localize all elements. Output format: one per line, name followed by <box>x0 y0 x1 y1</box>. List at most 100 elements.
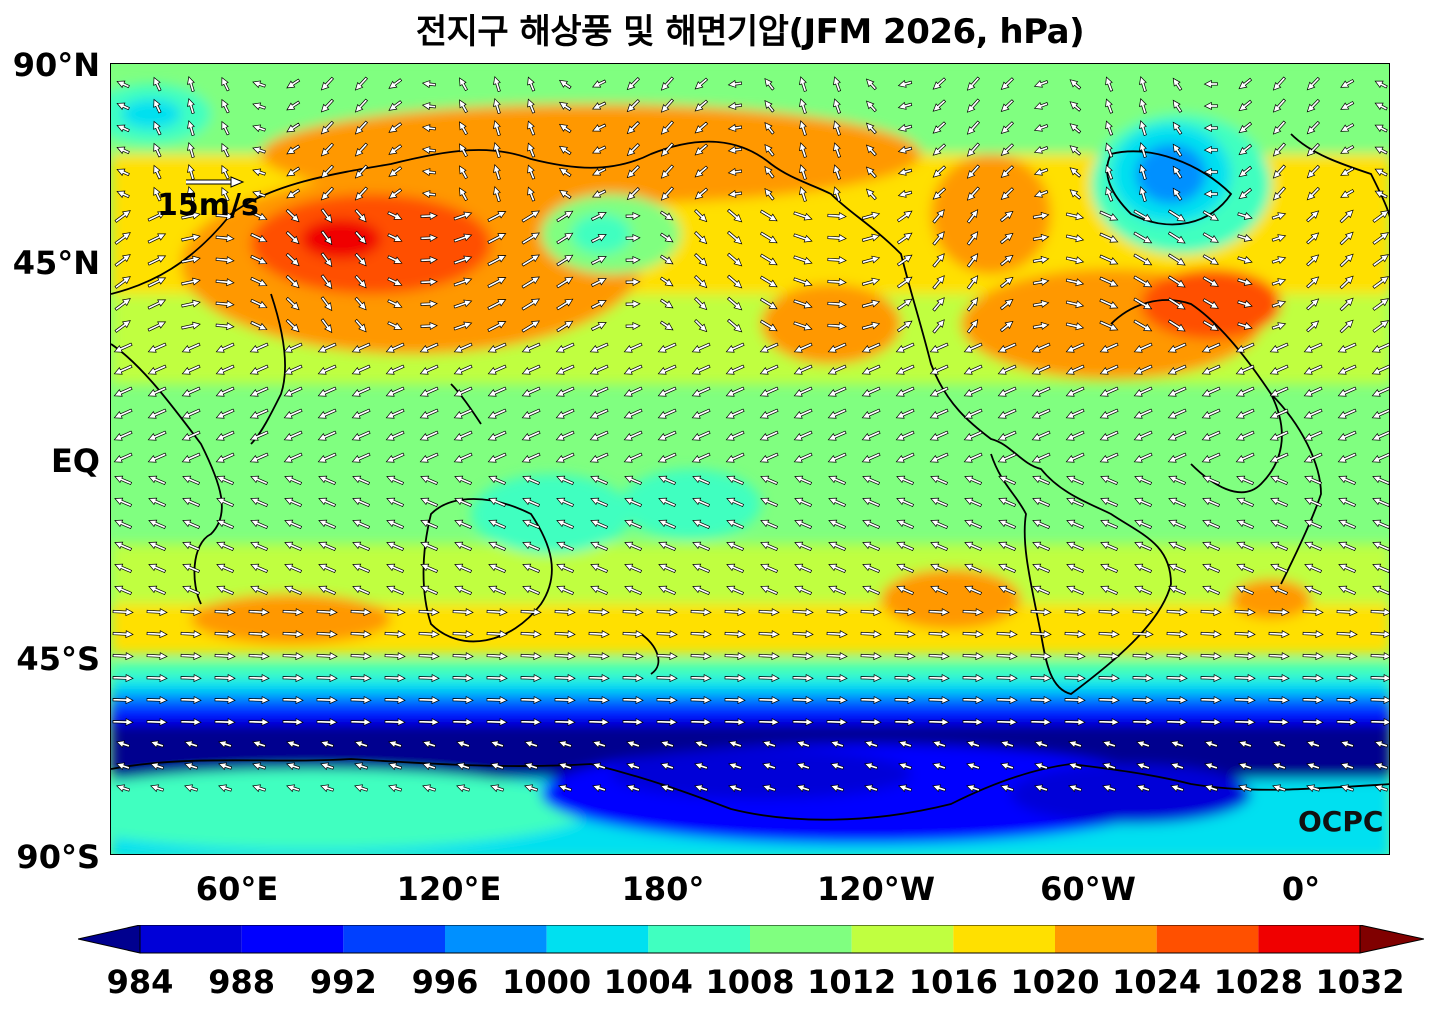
wind-vector <box>762 784 777 793</box>
wind-vector <box>760 541 779 552</box>
wind-vector <box>897 123 913 132</box>
wind-vector <box>966 740 981 749</box>
wind-vector <box>116 146 130 155</box>
wind-vector <box>420 277 438 286</box>
colorbar-tick-label: 1028 <box>1213 963 1303 1001</box>
wind-vector <box>727 296 743 311</box>
wind-vector <box>1234 696 1256 705</box>
wind-vector <box>590 322 607 332</box>
wind-vector <box>861 430 881 441</box>
wind-vector <box>828 497 847 508</box>
wind-vector <box>1336 718 1358 727</box>
wind-vector <box>624 519 643 530</box>
wind-vector <box>997 408 1017 419</box>
wind-vector <box>453 321 473 331</box>
wind-vector <box>660 762 675 771</box>
wind-vector <box>490 762 505 771</box>
wind-vector <box>1098 608 1120 617</box>
wind-vector <box>1235 364 1255 375</box>
wind-vector <box>833 120 842 136</box>
wind-vector <box>726 585 745 596</box>
wind-vector <box>252 146 266 155</box>
wind-vector <box>420 211 438 220</box>
wind-vector <box>487 430 507 441</box>
wind-vector <box>1105 98 1114 114</box>
wind-vector <box>490 784 505 793</box>
wind-vector <box>660 740 675 749</box>
wind-vector <box>999 320 1014 333</box>
wind-vector <box>252 80 266 89</box>
wind-vector <box>452 652 474 661</box>
wind-vector <box>1303 430 1323 441</box>
wind-vector <box>112 696 134 705</box>
wind-vector <box>284 475 303 486</box>
wind-vector <box>1105 164 1114 180</box>
wind-vector <box>1269 430 1289 441</box>
wind-vector <box>252 124 266 133</box>
wind-vector <box>799 120 807 136</box>
wind-vector <box>865 144 877 157</box>
wind-vector <box>215 386 235 397</box>
wind-vector <box>1269 386 1289 397</box>
wind-vector <box>694 784 709 793</box>
wind-vector <box>962 652 984 661</box>
wind-vector <box>524 762 539 771</box>
wind-vector <box>659 210 674 221</box>
wind-vector <box>521 210 540 223</box>
wind-vector <box>1201 408 1221 419</box>
wind-vector <box>828 541 847 552</box>
wind-vector <box>1133 253 1153 266</box>
wind-vector <box>1068 762 1083 771</box>
wind-vector <box>385 386 405 397</box>
wind-vector <box>894 674 916 683</box>
wind-vector <box>216 563 235 574</box>
wind-vector <box>558 762 573 771</box>
wind-vector <box>556 298 574 311</box>
wind-vector <box>860 696 882 705</box>
wind-vector <box>184 762 199 771</box>
wind-vector <box>453 386 473 397</box>
wind-vector <box>894 696 916 705</box>
wind-vector <box>221 98 230 114</box>
wind-vector <box>828 519 847 530</box>
wind-vector <box>624 585 643 596</box>
wind-vector <box>351 386 371 397</box>
wind-vector <box>421 102 437 111</box>
wind-vector <box>861 321 881 330</box>
reference-vector <box>186 176 245 188</box>
wind-vector <box>1172 77 1183 91</box>
wind-vector <box>1371 430 1389 441</box>
wind-vector <box>1235 408 1255 419</box>
wind-vector <box>1167 231 1186 244</box>
wind-vector <box>148 497 167 508</box>
wind-vector <box>590 256 607 266</box>
wind-vector <box>998 585 1017 596</box>
wind-vector <box>657 386 677 397</box>
wind-vector <box>964 585 983 596</box>
wind-vector <box>896 210 913 223</box>
wind-vector <box>250 276 268 287</box>
wind-vector <box>1100 519 1119 530</box>
wind-vector <box>860 652 882 661</box>
wind-vector <box>558 167 572 178</box>
wind-vector <box>660 164 674 179</box>
wind-vector <box>284 497 303 508</box>
wind-vector <box>1338 475 1357 486</box>
wind-vector <box>999 210 1014 223</box>
wind-vector <box>898 740 913 749</box>
wind-vector <box>862 519 881 530</box>
wind-vector <box>694 762 709 771</box>
wind-vector <box>692 519 711 530</box>
wind-vector <box>384 718 406 727</box>
colorbar-segment <box>1258 925 1360 953</box>
wind-vector <box>1105 120 1114 136</box>
wind-vector <box>932 740 947 749</box>
wind-vector <box>248 674 270 683</box>
colorbar-tick-label: 1008 <box>705 963 795 1001</box>
wind-vector <box>1304 563 1323 574</box>
wind-vector <box>352 541 371 552</box>
wind-vector <box>146 674 168 683</box>
wind-vector <box>658 475 677 486</box>
wind-vector <box>1374 740 1389 749</box>
wind-vector <box>181 299 201 308</box>
